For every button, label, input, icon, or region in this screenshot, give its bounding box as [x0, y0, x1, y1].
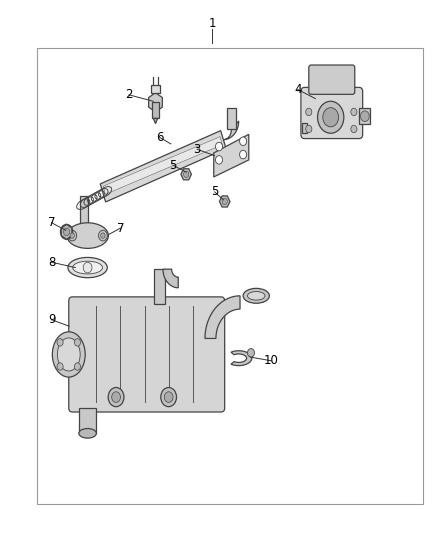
Text: 7: 7	[48, 216, 56, 229]
Text: 7: 7	[117, 222, 124, 235]
Ellipse shape	[73, 261, 102, 274]
Polygon shape	[223, 121, 239, 140]
Ellipse shape	[79, 429, 96, 438]
Circle shape	[215, 156, 223, 164]
Bar	[152, 102, 159, 118]
Polygon shape	[205, 296, 240, 338]
Circle shape	[101, 233, 105, 238]
Bar	[37, 48, 423, 504]
Polygon shape	[148, 93, 162, 112]
Polygon shape	[214, 134, 249, 177]
Circle shape	[351, 108, 357, 116]
Circle shape	[57, 363, 63, 370]
Circle shape	[222, 198, 227, 205]
Polygon shape	[103, 136, 223, 195]
Circle shape	[74, 363, 81, 370]
Text: 5: 5	[170, 159, 177, 172]
FancyBboxPatch shape	[309, 65, 355, 94]
Circle shape	[60, 224, 73, 239]
Polygon shape	[231, 351, 252, 366]
FancyBboxPatch shape	[301, 87, 363, 139]
Bar	[359, 108, 370, 124]
Circle shape	[112, 392, 120, 402]
Ellipse shape	[67, 223, 109, 248]
Circle shape	[240, 150, 247, 159]
Circle shape	[360, 111, 369, 122]
Polygon shape	[61, 224, 72, 239]
Circle shape	[68, 230, 77, 241]
Circle shape	[161, 387, 177, 407]
Polygon shape	[163, 269, 178, 288]
Circle shape	[215, 142, 223, 151]
FancyBboxPatch shape	[69, 297, 225, 412]
Ellipse shape	[247, 292, 265, 300]
Text: 4: 4	[294, 83, 302, 96]
Text: 6: 6	[156, 131, 164, 144]
Circle shape	[83, 262, 92, 273]
Circle shape	[184, 171, 189, 177]
Polygon shape	[153, 118, 158, 124]
Bar	[79, 408, 96, 433]
Text: 2: 2	[125, 88, 133, 101]
Circle shape	[240, 137, 247, 146]
Circle shape	[99, 230, 107, 241]
Ellipse shape	[53, 332, 85, 377]
Ellipse shape	[243, 288, 269, 303]
Circle shape	[247, 349, 254, 357]
Circle shape	[164, 392, 173, 402]
Text: 5: 5	[211, 185, 218, 198]
Circle shape	[57, 338, 63, 346]
Circle shape	[70, 233, 74, 238]
Text: 8: 8	[48, 256, 55, 269]
Text: 9: 9	[48, 313, 56, 326]
Bar	[227, 108, 236, 129]
Circle shape	[318, 101, 344, 133]
Circle shape	[74, 338, 81, 346]
Text: 10: 10	[264, 354, 279, 367]
Circle shape	[306, 108, 312, 116]
Text: 3: 3	[194, 143, 201, 156]
Bar	[80, 196, 88, 225]
Circle shape	[108, 387, 124, 407]
Polygon shape	[302, 123, 307, 133]
Polygon shape	[181, 169, 191, 180]
Bar	[154, 269, 165, 304]
Circle shape	[306, 125, 312, 133]
Bar	[151, 85, 160, 93]
Text: 1: 1	[208, 18, 216, 30]
Circle shape	[323, 108, 339, 127]
Ellipse shape	[68, 257, 107, 278]
Circle shape	[64, 228, 70, 236]
Ellipse shape	[57, 338, 80, 371]
Polygon shape	[219, 196, 230, 207]
Polygon shape	[100, 131, 226, 202]
Circle shape	[351, 125, 357, 133]
